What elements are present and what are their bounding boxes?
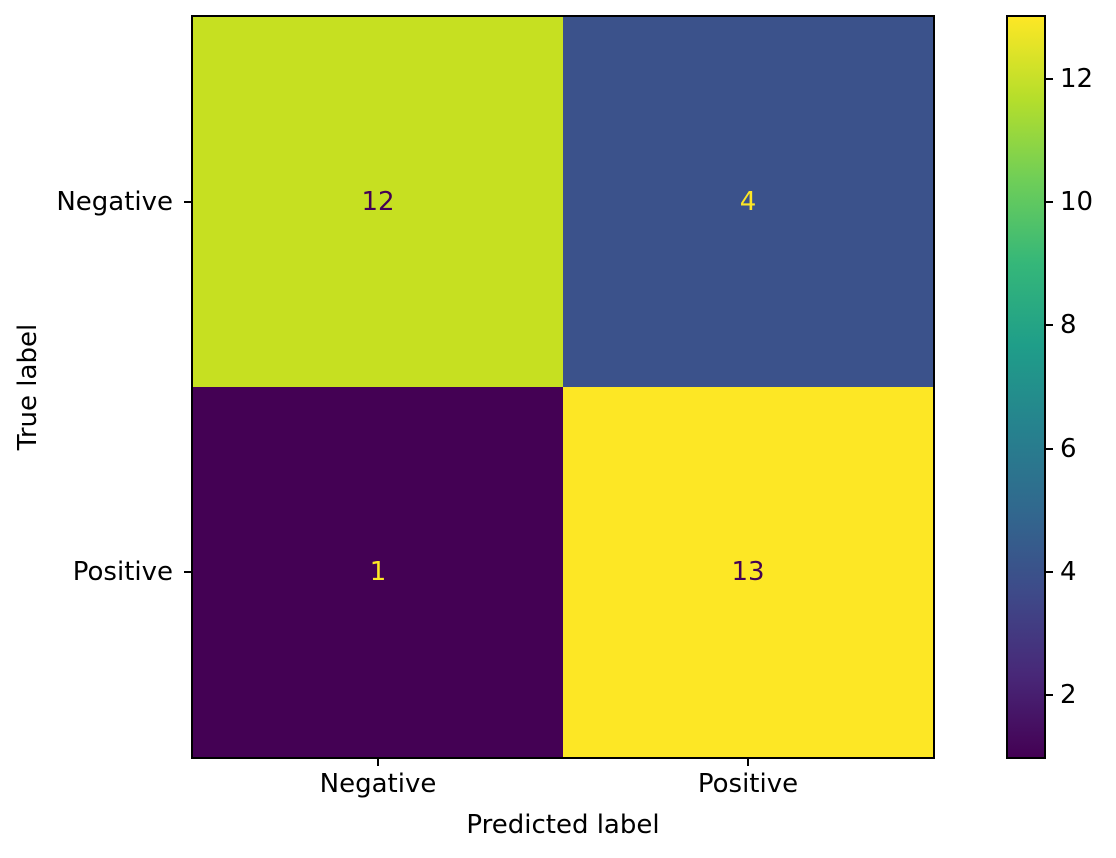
x-tick-mark bbox=[377, 759, 379, 766]
cell-true-positive: 13 bbox=[563, 387, 933, 757]
cell-false-negative: 1 bbox=[193, 387, 563, 757]
x-axis-title: Predicted label bbox=[466, 810, 660, 840]
colorbar-tick-label-10: 10 bbox=[1060, 187, 1094, 217]
cell-true-negative: 12 bbox=[193, 17, 563, 387]
colorbar-tick-label-2: 2 bbox=[1060, 680, 1077, 710]
colorbar-tick-mark bbox=[1046, 201, 1053, 203]
y-tick-label-positive: Positive bbox=[72, 557, 173, 587]
colorbar-gradient bbox=[1006, 15, 1046, 759]
x-tick-mark bbox=[747, 759, 749, 766]
x-tick-label-positive: Positive bbox=[697, 769, 799, 799]
colorbar-tick-mark bbox=[1046, 694, 1053, 696]
colorbar-tick-label-8: 8 bbox=[1060, 310, 1077, 340]
y-tick-label-negative: Negative bbox=[56, 187, 173, 217]
y-tick-mark bbox=[184, 201, 191, 203]
x-tick-label-negative: Negative bbox=[319, 769, 437, 799]
y-tick-mark bbox=[184, 571, 191, 573]
heatmap-plot-area: 12 4 1 13 bbox=[191, 15, 935, 759]
colorbar-tick-mark bbox=[1046, 78, 1053, 80]
cell-false-positive: 4 bbox=[563, 17, 933, 387]
colorbar-tick-label-6: 6 bbox=[1060, 434, 1077, 464]
y-axis-title: True label bbox=[13, 323, 43, 451]
colorbar-tick-label-4: 4 bbox=[1060, 557, 1077, 587]
colorbar-tick-mark bbox=[1046, 571, 1053, 573]
colorbar-tick-mark bbox=[1046, 448, 1053, 450]
colorbar-tick-label-12: 12 bbox=[1060, 64, 1094, 94]
colorbar-tick-mark bbox=[1046, 324, 1053, 326]
